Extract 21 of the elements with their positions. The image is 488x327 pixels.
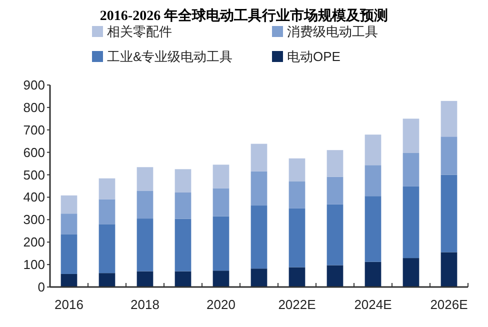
y-tick-label: 200 xyxy=(23,234,45,250)
y-tick-label: 600 xyxy=(23,144,45,160)
chart-title: 2016-2026 年全球电动工具行业市场规模及预测 xyxy=(100,7,388,24)
x-tick-label: 2016 xyxy=(54,297,84,312)
legend-label: 电动OPE xyxy=(287,49,341,64)
x-tick-label: 2022E xyxy=(278,297,316,312)
y-tick-label: 0 xyxy=(38,280,45,294)
y-tick-label: 500 xyxy=(23,167,45,182)
y-tick-label: 400 xyxy=(23,190,45,205)
y-tick-label: 100 xyxy=(23,257,45,272)
y-tick-label: 900 xyxy=(23,78,45,92)
x-tick-label: 2020 xyxy=(206,297,236,312)
y-tick-label: 300 xyxy=(23,212,45,228)
x-tick-label: 2026E xyxy=(430,297,468,312)
x-tick-label: 2018 xyxy=(130,297,160,312)
legend-label: 工业&专业级电动工具 xyxy=(107,49,233,64)
x-tick-label: 2024E xyxy=(354,297,392,312)
legend-label: 消费级电动工具 xyxy=(287,24,378,39)
y-tick-label: 800 xyxy=(23,100,45,115)
y-tick-label: 700 xyxy=(23,122,45,138)
legend-label: 相关零配件 xyxy=(107,24,172,39)
